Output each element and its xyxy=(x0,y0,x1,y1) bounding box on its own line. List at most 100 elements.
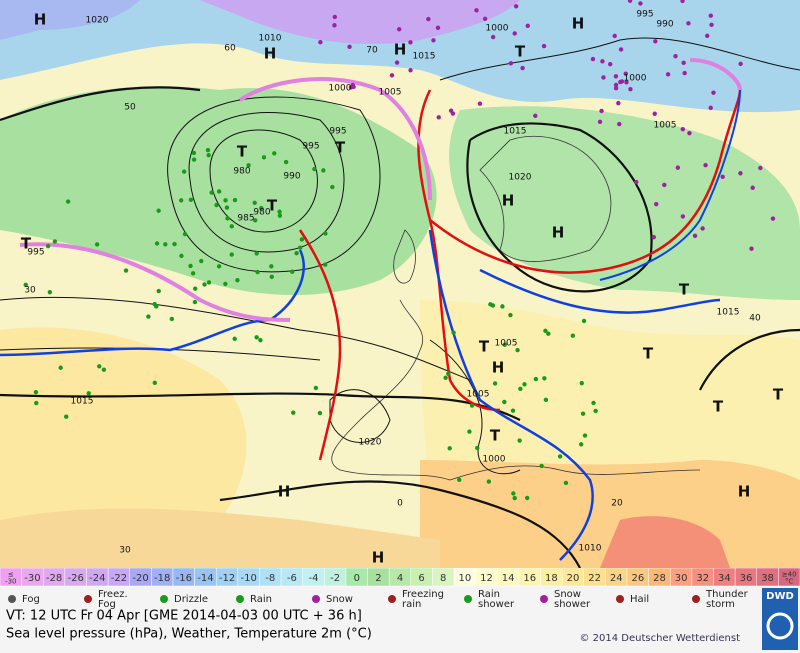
weather-dot xyxy=(58,365,63,370)
legend-symbol xyxy=(692,595,700,603)
scale-label: ≥40 °C xyxy=(782,571,797,586)
weather-dot xyxy=(490,34,496,40)
weather-dot xyxy=(152,301,157,307)
weather-dot xyxy=(246,163,251,168)
isobar xyxy=(188,112,345,253)
weather-symbols xyxy=(23,0,776,501)
weather-dot xyxy=(290,269,295,274)
weather-dot xyxy=(533,113,538,118)
weather-dot xyxy=(277,213,283,218)
map-label: 1020 xyxy=(359,438,382,448)
map-label: 995 xyxy=(636,10,653,20)
weather-dot xyxy=(94,242,100,247)
weather-dot xyxy=(525,495,530,501)
map-label: 30 xyxy=(119,546,131,556)
scale-label: -20 xyxy=(132,573,148,584)
logo-box xyxy=(762,588,798,650)
weather-dot xyxy=(229,224,234,229)
weather-dot xyxy=(686,21,691,26)
weather-dot xyxy=(182,231,188,237)
map-label: T xyxy=(237,143,248,161)
coastline xyxy=(331,299,701,481)
legend-symbol xyxy=(8,595,16,603)
weather-dot xyxy=(680,214,686,219)
weather-dot xyxy=(543,328,548,334)
weather-dot xyxy=(269,264,274,269)
weather-dot xyxy=(156,208,161,213)
map-label: 995 xyxy=(27,248,44,258)
weather-dot xyxy=(223,198,228,203)
weather-dot xyxy=(542,376,547,381)
weather-dot xyxy=(675,165,681,170)
coastline xyxy=(393,229,416,284)
scale-label: -14 xyxy=(197,573,213,584)
warm-front xyxy=(298,229,342,461)
scale-label: 32 xyxy=(696,573,709,584)
weather-dot xyxy=(600,59,605,64)
weather-dot xyxy=(252,200,257,206)
weather-dot xyxy=(665,72,671,77)
weather-dot xyxy=(515,347,520,353)
weather-dot xyxy=(447,446,452,451)
map-label: 1000 xyxy=(483,455,506,465)
legend-label: Freez. Fog xyxy=(98,589,128,610)
weather-dot xyxy=(179,253,184,259)
weather-dot xyxy=(206,280,212,285)
weather-dot xyxy=(601,75,606,80)
map-label: 1020 xyxy=(509,173,532,183)
isobar xyxy=(209,129,318,233)
weather-dot xyxy=(705,33,710,39)
scale-label: 6 xyxy=(418,573,424,584)
weather-dot xyxy=(64,414,69,419)
weather-dot xyxy=(502,399,507,405)
weather-dot xyxy=(608,61,613,67)
weather-dot xyxy=(448,108,454,113)
weather-dot xyxy=(582,433,588,438)
isobar xyxy=(0,296,471,381)
temperature-scale: ≤ -30 -30 -28 -26 -24 -22 -20 -18 -16 -14 -12 -10 -8-… xyxy=(0,568,800,587)
weather-dot xyxy=(192,299,198,305)
weather-dot xyxy=(652,111,657,116)
weather-dot xyxy=(700,226,705,231)
weather-dot xyxy=(477,101,483,106)
cold-front xyxy=(0,249,305,357)
weather-dot xyxy=(97,364,102,369)
weather-dot xyxy=(426,16,431,22)
map-label: 40 xyxy=(749,314,761,324)
weather-dot xyxy=(616,100,621,106)
weather-dot xyxy=(202,282,207,287)
weather-dot xyxy=(235,278,240,283)
weather-dot xyxy=(23,282,28,288)
weather-dot xyxy=(347,44,352,50)
isobar xyxy=(167,96,381,273)
weather-dot xyxy=(617,121,622,127)
map-label: 990 xyxy=(283,172,300,182)
map-label: 1000 xyxy=(486,24,509,34)
warm-area xyxy=(0,327,247,537)
scale-label: -4 xyxy=(309,573,319,584)
weather-dot xyxy=(486,479,492,484)
map-label: 1005 xyxy=(495,339,518,349)
legend-symbol xyxy=(236,595,244,603)
weather-dot xyxy=(557,454,563,459)
scale-label: 38 xyxy=(761,573,774,584)
legend-label: Rain xyxy=(250,594,272,605)
scale-label: 16 xyxy=(523,573,536,584)
legend: ≤ -30 -30 -28 -26 -24 -22 -20 -18 -16 -14 -12 -10 -8-… xyxy=(0,568,800,653)
weather-dot xyxy=(451,330,456,335)
weather-dot xyxy=(593,408,598,414)
weather-dot xyxy=(261,155,267,160)
weather-dot xyxy=(502,342,507,347)
weather-dot xyxy=(323,262,328,267)
weather-dot xyxy=(612,33,617,39)
map-label: 0 xyxy=(397,499,403,509)
scale-label: -16 xyxy=(176,573,192,584)
weather-dot xyxy=(408,68,413,73)
weather-dot xyxy=(254,335,259,340)
weather-dot xyxy=(591,400,596,406)
scale-label: ≤ -30 xyxy=(5,571,16,586)
map-label: H xyxy=(372,549,385,567)
